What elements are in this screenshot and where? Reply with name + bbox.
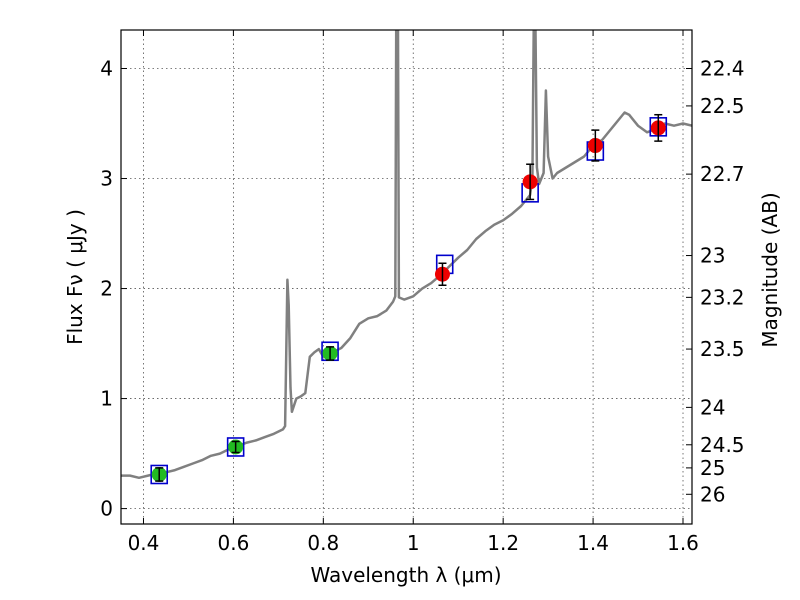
x-tick-label: 1 <box>407 531 420 555</box>
right-tick-label: 23.2 <box>700 285 745 309</box>
observed-points <box>151 113 666 482</box>
y-axis-label: Flux Fν ( μJy ) <box>63 209 87 345</box>
right-tick-label: 22.5 <box>700 94 745 118</box>
right-tick-label: 22.4 <box>700 57 745 81</box>
x-tick-label: 0.4 <box>128 531 160 555</box>
y-tick-label: 1 <box>100 387 113 411</box>
x-axis-label: Wavelength λ (μm) <box>310 563 501 587</box>
y-tick-label: 0 <box>100 497 113 521</box>
y-axis-right-label: Magnitude (AB) <box>758 192 782 347</box>
right-tick-label: 25 <box>700 456 725 480</box>
y-tick-label: 3 <box>100 167 113 191</box>
x-tick-label: 1.4 <box>577 531 609 555</box>
right-tick-label: 24 <box>700 395 725 419</box>
right-tick-label: 26 <box>700 482 725 506</box>
x-tick-label: 0.6 <box>217 531 249 555</box>
y-tick-label: 2 <box>100 277 113 301</box>
x-tick-label: 1.6 <box>667 531 699 555</box>
x-tick-label: 1.2 <box>487 531 519 555</box>
grid <box>121 30 692 524</box>
right-tick-label: 22.7 <box>700 162 745 186</box>
plot-frame <box>120 29 693 525</box>
model-boxes <box>150 117 668 485</box>
x-tick-label: 0.8 <box>307 531 339 555</box>
right-tick-label: 23 <box>700 244 725 268</box>
model-box <box>226 437 245 457</box>
right-tick-label: 23.5 <box>700 337 745 361</box>
right-tick-label: 24.5 <box>700 433 745 457</box>
spectrum-line <box>121 30 692 480</box>
spectrum-series <box>121 30 692 480</box>
model-box <box>150 464 169 485</box>
y-tick-label: 4 <box>100 57 113 81</box>
